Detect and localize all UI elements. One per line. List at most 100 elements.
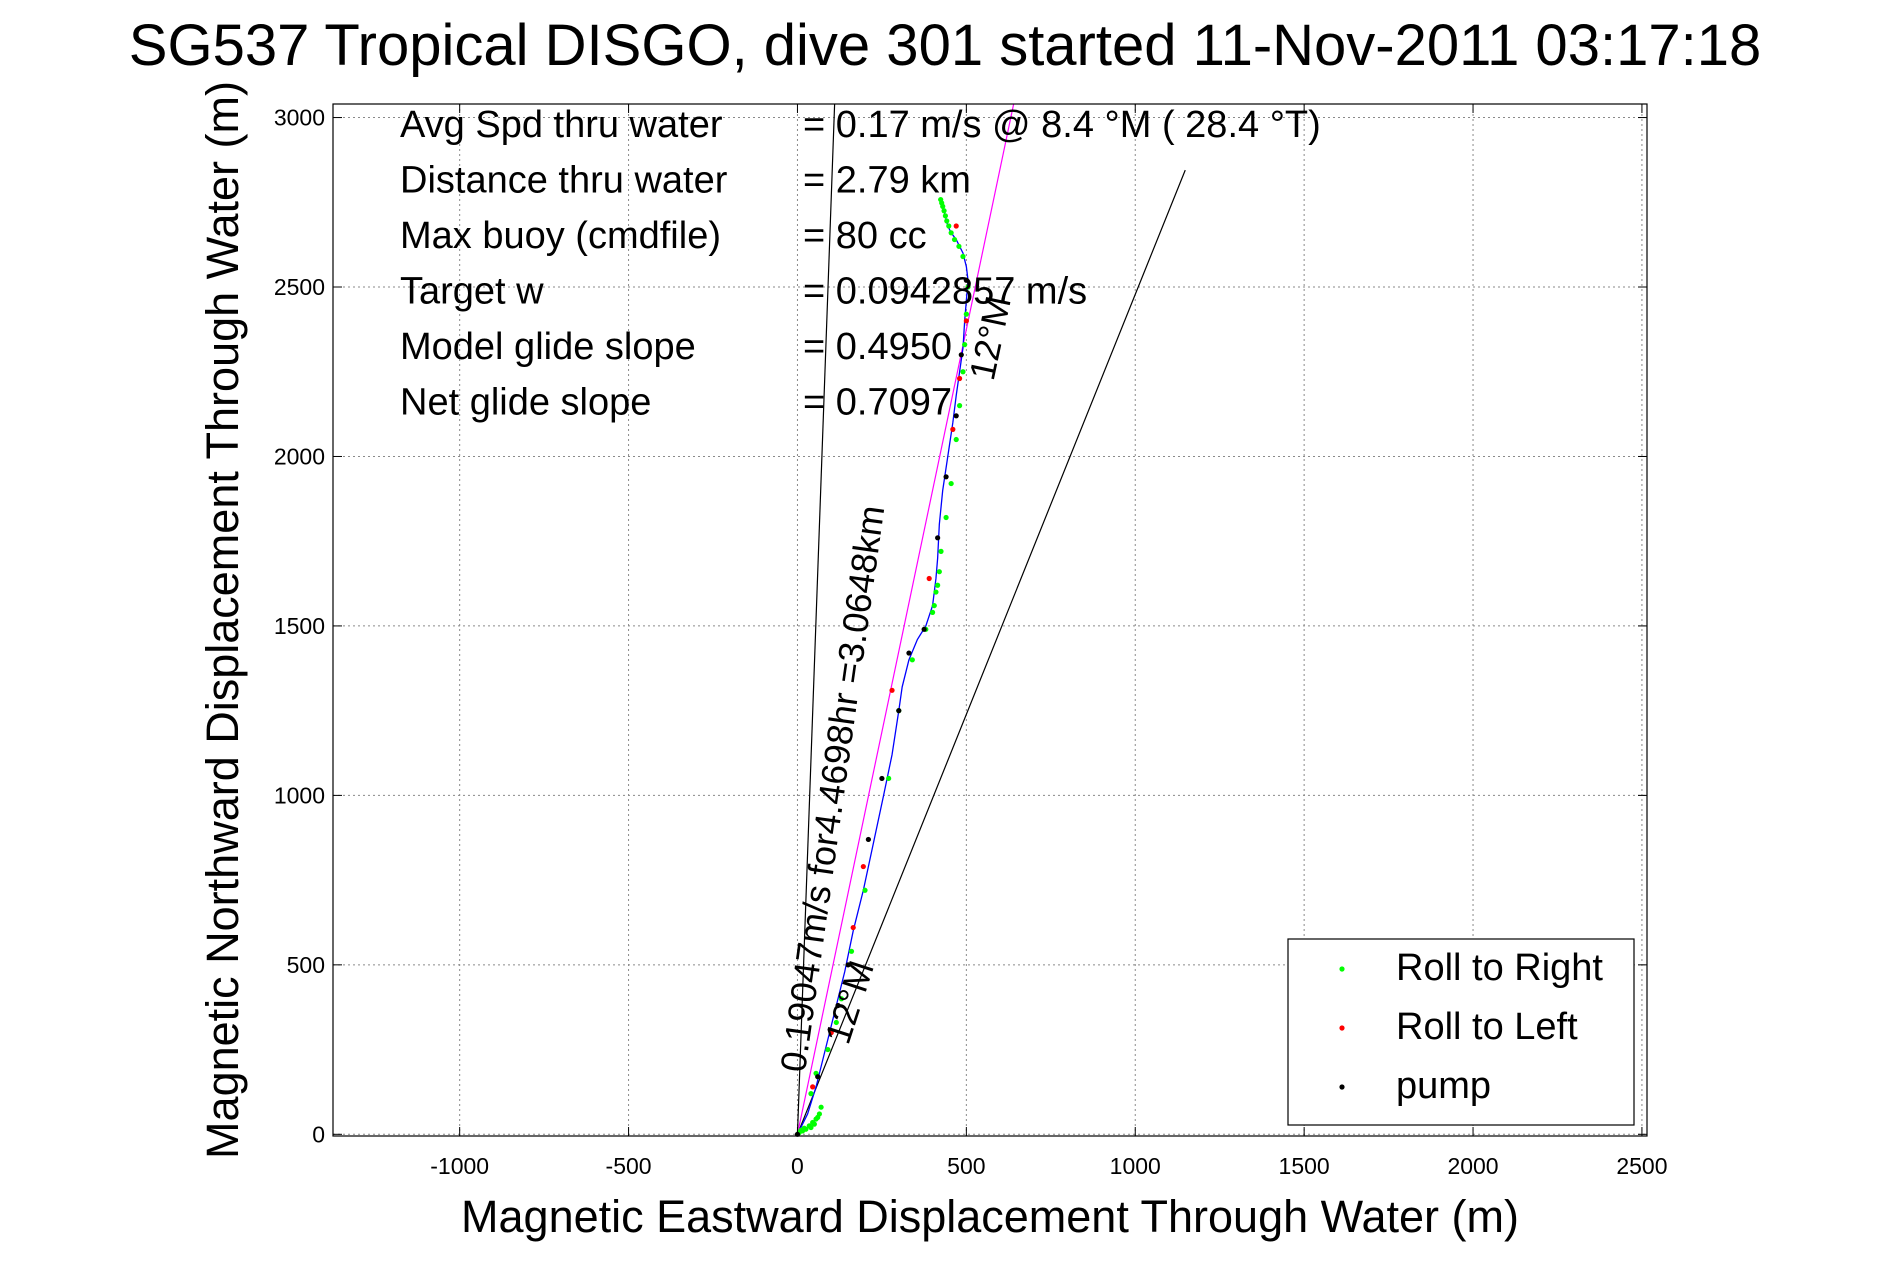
legend-marker bbox=[1339, 1025, 1345, 1031]
roll-to-right-point bbox=[962, 342, 968, 348]
roll-to-right-point bbox=[943, 514, 949, 521]
stat-value: = 0.0942857 m/s bbox=[803, 271, 1087, 313]
pump-point bbox=[865, 836, 871, 843]
y-tick-label: 3000 bbox=[274, 105, 325, 131]
roll-to-right-point bbox=[818, 1104, 824, 1110]
x-tick-label: 2500 bbox=[1616, 1153, 1667, 1179]
roll-to-right-point bbox=[838, 996, 844, 1002]
roll-to-left-point bbox=[953, 223, 959, 229]
roll-to-right-point bbox=[929, 609, 936, 615]
stat-value: = 0.4950 bbox=[803, 326, 952, 368]
legend: Roll to Right Roll to Left pump bbox=[1287, 938, 1635, 1126]
roll-to-left-point bbox=[810, 1084, 816, 1090]
pump-point bbox=[963, 277, 969, 283]
x-tick-label: 1000 bbox=[1110, 1153, 1161, 1179]
stat-label: Avg Spd thru water bbox=[400, 104, 723, 146]
marker-layer bbox=[794, 196, 971, 1137]
roll-to-right-point bbox=[938, 196, 944, 203]
legend-label: pump bbox=[1396, 1065, 1491, 1107]
roll-to-right-point bbox=[808, 1091, 814, 1097]
roll-to-right-point bbox=[960, 253, 966, 260]
roll-to-left-point bbox=[860, 863, 866, 870]
roll-to-right-point bbox=[933, 589, 939, 595]
roll-to-right-point bbox=[941, 208, 947, 214]
y-tick-label: 500 bbox=[287, 952, 325, 978]
axis-layer: -1000 -500 0 500 1000 1500 2000 2500 0 500 1000 150… bbox=[274, 104, 1668, 1179]
roll-to-right-point bbox=[948, 480, 954, 487]
stat-value: = 0.7097 bbox=[803, 382, 952, 424]
roll-to-right-point bbox=[944, 218, 950, 224]
y-tick-label: 0 bbox=[312, 1121, 325, 1147]
pump-point bbox=[815, 1074, 821, 1080]
stat-label: Max buoy (cmdfile) bbox=[400, 215, 721, 257]
pump-point bbox=[835, 1002, 841, 1009]
pump-point bbox=[879, 775, 885, 782]
roll-to-left-point bbox=[956, 375, 963, 382]
roll-to-right-point bbox=[798, 1127, 804, 1133]
roll-to-left-point bbox=[963, 318, 969, 324]
legend-label: Roll to Left bbox=[1396, 1006, 1578, 1048]
roll-to-right-point bbox=[960, 369, 966, 375]
roll-to-right-point bbox=[931, 602, 937, 609]
plot-frame bbox=[332, 103, 1648, 1137]
reference-line bbox=[796, 169, 1186, 1135]
roll-to-right-point bbox=[833, 1019, 839, 1026]
stats-panel: Avg Spd thru water = 0.17 m/s @ 8.4 °M ( … bbox=[400, 104, 1321, 424]
x-tick-label: -1000 bbox=[430, 1153, 489, 1179]
roll-to-right-point bbox=[810, 1119, 816, 1126]
pump-point bbox=[921, 626, 927, 632]
chart-title: SG537 Tropical DISGO, dive 301 started 1… bbox=[129, 13, 1761, 78]
roll-to-right-point bbox=[886, 775, 892, 782]
roll-to-right-point bbox=[946, 223, 952, 229]
pump-point bbox=[943, 474, 949, 480]
roll-to-left-point bbox=[926, 575, 932, 582]
stat-value: = 80 cc bbox=[803, 215, 927, 257]
y-tick-label: 1000 bbox=[274, 782, 325, 808]
y-axis-label: Magnetic Northward Displacement Through … bbox=[197, 81, 248, 1159]
legend-label: Roll to Right bbox=[1396, 947, 1603, 989]
legend-marker bbox=[1339, 966, 1345, 972]
roll-to-right-point bbox=[956, 243, 962, 249]
roll-to-right-point bbox=[816, 1111, 823, 1117]
roll-to-left-point bbox=[828, 1030, 834, 1036]
roll-to-left-point bbox=[850, 924, 856, 931]
roll-to-right-point bbox=[938, 548, 944, 554]
roll-to-right-point bbox=[956, 403, 963, 409]
roll-to-right-point bbox=[936, 569, 942, 575]
legend-marker bbox=[1339, 1084, 1345, 1090]
roll-to-right-point bbox=[848, 948, 855, 954]
pump-point bbox=[896, 708, 902, 714]
x-tick-label: 0 bbox=[791, 1153, 804, 1179]
x-tick-label: -500 bbox=[606, 1153, 652, 1179]
reference-lines bbox=[796, 103, 1186, 1135]
reference-line bbox=[796, 103, 836, 1135]
stat-label: Distance thru water bbox=[400, 160, 728, 202]
stat-label: Net glide slope bbox=[400, 382, 651, 424]
stat-label: Target w bbox=[400, 271, 544, 313]
roll-to-right-point bbox=[806, 1123, 812, 1129]
roll-to-left-point bbox=[950, 426, 956, 432]
x-axis-label: Magnetic Eastward Displacement Through W… bbox=[461, 1191, 1519, 1242]
x-tick-label: 500 bbox=[947, 1153, 985, 1179]
x-tick-label: 2000 bbox=[1447, 1153, 1498, 1179]
reference-line bbox=[796, 103, 1015, 1135]
roll-to-right-point bbox=[948, 230, 954, 236]
roll-to-left-point bbox=[889, 687, 895, 693]
roll-to-right-point bbox=[965, 284, 971, 290]
x-tick-label: 1500 bbox=[1279, 1153, 1330, 1179]
roll-to-right-point bbox=[942, 213, 949, 219]
y-tick-label: 2000 bbox=[274, 443, 325, 469]
roll-to-right-point bbox=[935, 582, 941, 588]
pump-point bbox=[958, 352, 964, 358]
roll-to-right-point bbox=[813, 1116, 819, 1122]
roll-to-right-point bbox=[825, 1046, 831, 1053]
pump-point bbox=[953, 413, 959, 419]
pump-point bbox=[845, 962, 851, 968]
roll-to-right-point bbox=[862, 887, 868, 893]
roll-to-right-point bbox=[909, 657, 915, 663]
roll-to-right-point bbox=[953, 436, 959, 443]
roll-to-right-point bbox=[951, 236, 958, 243]
pump-point bbox=[906, 650, 912, 656]
y-tick-label: 2500 bbox=[274, 274, 325, 300]
y-tick-label: 1500 bbox=[274, 613, 325, 639]
